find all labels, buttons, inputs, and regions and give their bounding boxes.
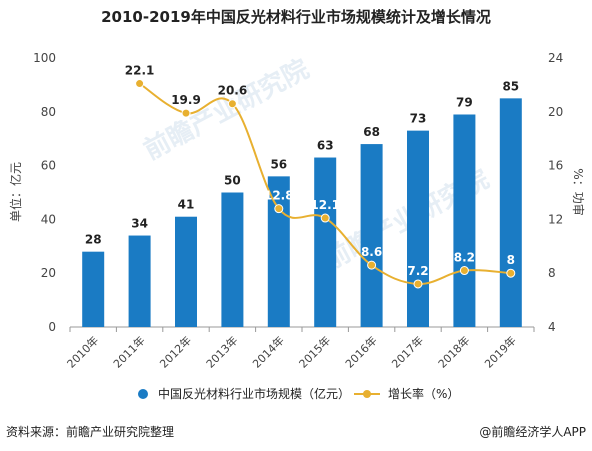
growth-point — [135, 79, 145, 89]
growth-value-label: 20.6 — [218, 84, 248, 98]
legend-line-item: 增长率（%） — [354, 385, 459, 402]
x-tick-label: 2019年 — [481, 333, 518, 370]
x-tick-label: 2016年 — [342, 333, 379, 370]
x-tick-label: 2015年 — [296, 333, 333, 370]
growth-value-label: 8.6 — [361, 245, 382, 259]
bar — [221, 192, 244, 327]
growth-point — [320, 213, 330, 223]
x-tick-label: 2012年 — [157, 333, 194, 370]
legend-line-label: 增长率（%） — [388, 387, 460, 401]
bar — [407, 130, 429, 327]
bar-value-label: 28 — [85, 233, 102, 247]
x-tick-label: 2010年 — [64, 333, 101, 370]
growth-point — [413, 279, 423, 289]
y2-tick-label: 20 — [548, 105, 563, 119]
x-tick-label: 2014年 — [249, 333, 286, 370]
x-tick-label: 2011年 — [110, 333, 147, 370]
growth-point — [227, 99, 237, 109]
bar — [175, 216, 197, 327]
x-tick-label: 2013年 — [203, 333, 240, 370]
y-tick-label: 20 — [41, 266, 56, 280]
y-axis-title: 单位：亿元 — [8, 162, 23, 222]
growth-point — [459, 266, 469, 276]
bar — [314, 157, 337, 327]
bar-value-label: 79 — [456, 95, 473, 109]
legend-bar-item: 中国反光材料行业市场规模（亿元） — [138, 385, 350, 402]
x-tick-label: 2018年 — [435, 333, 472, 370]
watermark-text: 前瞻产业研究院 — [139, 53, 314, 166]
y2-tick-label: 8 — [548, 266, 556, 280]
y-tick-label: 0 — [48, 320, 56, 334]
legend: 中国反光材料行业市场规模（亿元） 增长率（%） — [0, 385, 592, 409]
growth-point — [181, 108, 191, 118]
bar-value-label: 85 — [502, 79, 519, 93]
bar-value-label: 50 — [224, 174, 241, 188]
growth-value-label: 19.9 — [171, 93, 201, 107]
bar — [82, 251, 105, 327]
growth-point — [506, 268, 516, 278]
bar — [453, 114, 476, 328]
growth-value-label: 12.8 — [264, 189, 294, 203]
legend-line-marker — [354, 389, 380, 398]
y2-axis-title: %：功审 — [571, 168, 586, 215]
y2-tick-label: 4 — [548, 320, 556, 334]
bar — [360, 144, 383, 327]
legend-bar-label: 中国反光材料行业市场规模（亿元） — [158, 387, 351, 401]
growth-value-label: 22.1 — [125, 64, 155, 78]
y2-tick-label: 12 — [548, 212, 563, 226]
growth-line — [139, 82, 511, 285]
growth-point — [367, 260, 377, 270]
growth-value-label: 8 — [507, 253, 515, 267]
growth-value-label: 12.1 — [310, 198, 340, 212]
growth-value-label: 8.2 — [454, 251, 475, 265]
bar — [128, 235, 151, 327]
bar-value-label: 56 — [270, 157, 287, 171]
y-tick-label: 40 — [41, 212, 56, 226]
growth-value-label: 7.2 — [407, 264, 428, 278]
y-tick-label: 80 — [41, 105, 56, 119]
growth-point — [274, 204, 284, 214]
y-tick-label: 60 — [41, 159, 56, 173]
source-note: 资料来源：前瞻产业研究院整理 — [6, 425, 175, 439]
x-tick-label: 2017年 — [389, 333, 426, 370]
bar-value-label: 63 — [317, 139, 334, 153]
bar-value-label: 34 — [131, 217, 148, 231]
legend-bar-marker — [138, 388, 148, 399]
bar-value-label: 41 — [178, 198, 195, 212]
y2-tick-label: 16 — [548, 159, 563, 173]
y2-tick-label: 24 — [548, 51, 563, 65]
bar — [499, 98, 522, 327]
y-tick-label: 100 — [33, 51, 56, 65]
brand-note: @前瞻经济学人APP — [479, 425, 586, 439]
chart-title: 2010-2019年中国反光材料行业市场规模统计及增长情况 — [101, 8, 491, 26]
bar-value-label: 73 — [410, 112, 427, 126]
bar-value-label: 68 — [363, 125, 380, 139]
